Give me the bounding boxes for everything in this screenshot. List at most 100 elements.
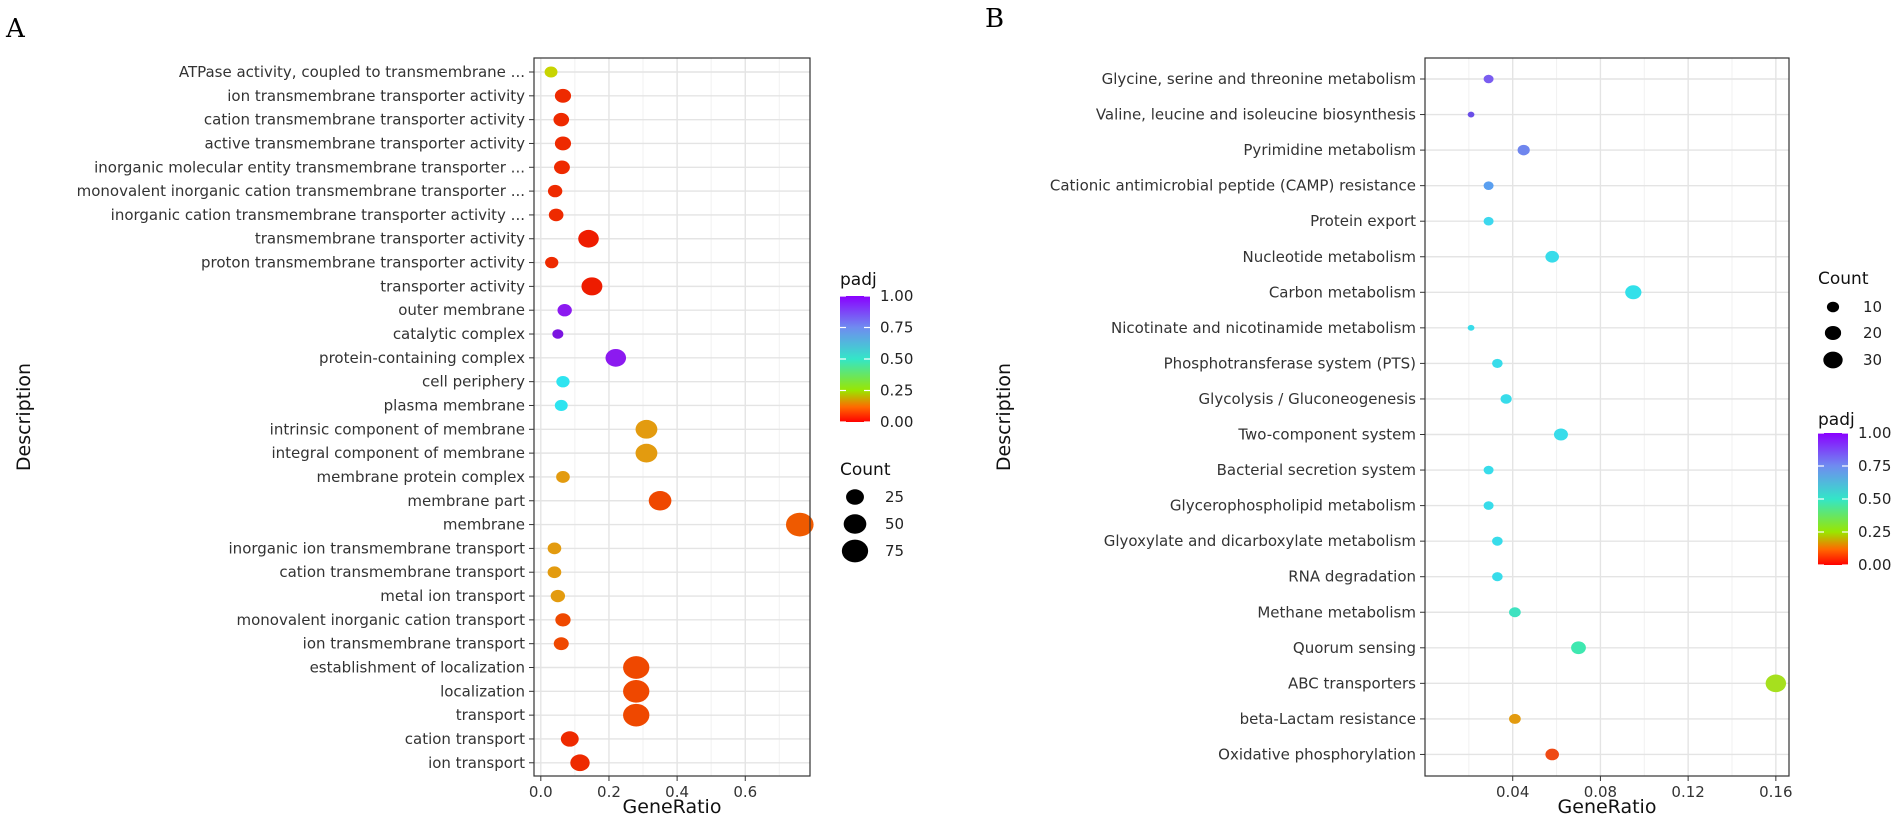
category-label: cell periphery [422,373,525,391]
data-point [1509,713,1521,724]
panel-a-x-axis-title: GeneRatio [623,796,722,818]
panel-b-colorbar-ticks: 1.00 0.75 0.50 0.25 0.00 [1818,424,1891,574]
category-label: Methane metabolism [1257,603,1416,621]
colorbar-tick-label: 1.00 [1858,424,1891,442]
category-label: RNA degradation [1288,568,1416,586]
data-point [605,348,627,367]
data-point [547,542,562,555]
data-point [623,703,650,727]
colorbar-tick-label: 0.00 [880,413,913,431]
x-tick-label: 0.2 [597,783,621,801]
size-legend-dot [846,489,864,505]
data-point [1545,748,1559,761]
category-label: Quorum sensing [1293,639,1416,657]
data-point [554,136,572,151]
x-tick-label: 0.6 [733,783,757,801]
x-tick-label: 0.12 [1671,783,1704,801]
panel-b-color-legend-title: padj [1818,410,1855,430]
category-label: transport [456,706,525,724]
category-label: monovalent inorganic cation transport [236,611,525,629]
panel-a-y-axis-title: Description [13,363,35,471]
category-label: Phosphotransferase system (PTS) [1164,354,1416,372]
x-tick-label: 0.16 [1759,783,1792,801]
data-point [1492,536,1503,546]
category-label: Glycine, serine and threonine metabolism [1102,70,1416,88]
category-label: inorganic cation transmembrane transport… [111,206,525,224]
x-tick-label: 0.4 [665,783,689,801]
data-point [552,329,564,339]
category-label: transmembrane transporter activity [255,230,525,248]
category-label: inorganic ion transmembrane transport [229,539,526,557]
data-point [1467,324,1475,331]
data-point [570,754,590,772]
data-point [1483,501,1494,510]
category-label: Glycolysis / Gluconeogenesis [1199,390,1417,408]
data-point [623,656,650,679]
panel-a-size-legend-title: Count [840,460,891,480]
size-legend-dot [841,539,869,563]
data-point [578,229,599,248]
panel-a-points [544,66,814,772]
category-label: metal ion transport [380,587,525,605]
category-label: active transmembrane transporter activit… [204,134,525,152]
panel-b-x-axis-title: GeneRatio [1558,796,1657,818]
category-label: Carbon metabolism [1269,283,1416,301]
size-legend-dot [843,514,867,534]
data-point [1492,572,1503,582]
category-label: ion transport [428,754,525,772]
category-label: intrinsic component of membrane [270,420,525,438]
category-label: beta-Lactam resistance [1240,710,1416,728]
data-point [548,208,564,222]
colorbar-tick-label: 0.75 [1858,457,1891,475]
size-legend-dot [1826,301,1840,313]
panel-a-category-labels: ATPase activity, coupled to transmembran… [77,63,534,772]
data-point [1483,74,1494,84]
category-label: membrane part [407,492,525,510]
panel-a-color-legend-title: padj [840,270,877,290]
panel-a-frame [533,57,811,777]
panel-a-size-legend-items: 25 50 75 [841,488,904,563]
data-point [554,399,568,412]
data-point [1483,216,1494,226]
panel-b-size-legend-items: 10 20 30 [1823,298,1882,369]
data-point [545,256,559,269]
data-point [556,375,570,388]
data-point [623,680,650,703]
category-label: proton transmembrane transporter activit… [201,254,525,272]
data-point [553,637,569,651]
category-label: ATPase activity, coupled to transmembran… [179,63,525,81]
category-label: Valine, leucine and isoleucine biosynthe… [1096,106,1416,124]
data-point [550,589,566,603]
plot-background [534,58,810,776]
data-point [785,512,814,537]
data-point [557,304,572,317]
size-legend-label: 20 [1863,324,1882,342]
category-label: catalytic complex [393,325,525,343]
colorbar-tick-label: 0.25 [880,382,913,400]
panel-b-size-legend: Count 10 20 30 [1818,269,1882,369]
panel-a-grid [534,58,810,776]
data-point [635,419,658,439]
data-point [648,491,672,511]
panel-a-color-legend: padj 1.00 0.75 0.50 0.25 0.00 [840,270,913,431]
category-label: Nicotinate and nicotinamide metabolism [1111,319,1416,337]
category-label: transporter activity [380,277,525,295]
data-point [1517,144,1530,156]
category-label: integral component of membrane [271,444,525,462]
panel-b-size-legend-title: Count [1818,269,1869,289]
data-point [544,66,558,78]
category-label: ABC transporters [1288,674,1416,692]
data-point [1500,394,1512,404]
panel-a-colorbar-ticks: 1.00 0.75 0.50 0.25 0.00 [840,287,913,431]
colorbar-tick-label: 0.00 [1858,556,1891,574]
colorbar-tick-label: 1.00 [880,287,913,305]
category-label: protein-containing complex [319,349,525,367]
category-label: Bacterial secretion system [1217,461,1416,479]
panel-b-color-legend: padj 1.00 0.75 0.50 0.25 0.00 [1818,410,1891,574]
data-point [1492,358,1503,368]
category-label: plasma membrane [384,396,525,414]
category-label: membrane [443,516,525,534]
category-label: Glycerophospholipid metabolism [1170,497,1416,515]
data-point [581,277,603,296]
